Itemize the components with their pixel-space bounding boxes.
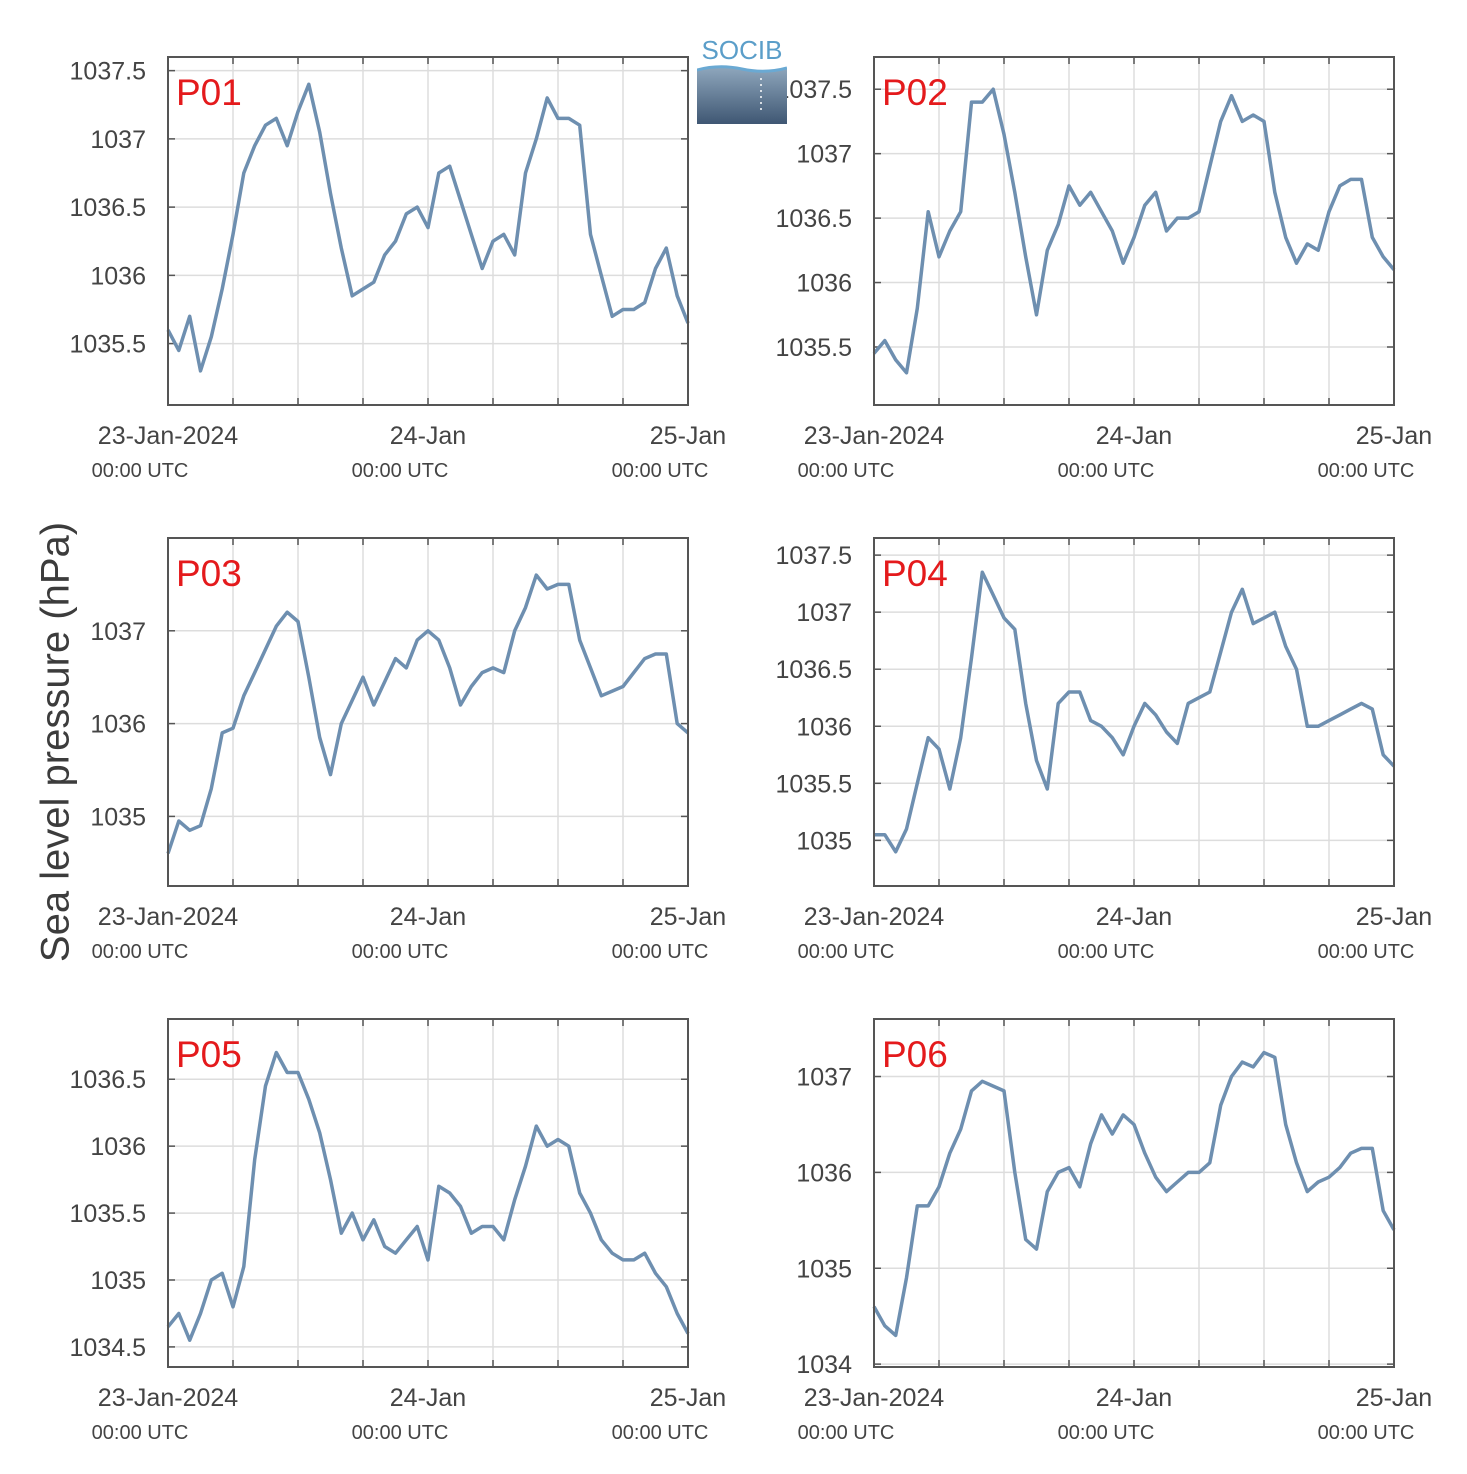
y-tick-label: 1037.5	[776, 542, 852, 570]
x-tick-sublabel: 00:00 UTC	[798, 460, 895, 482]
panel-label: P04	[882, 553, 948, 594]
x-tick-label: 24-Jan	[390, 422, 466, 450]
x-tick-sublabel: 00:00 UTC	[1318, 1422, 1415, 1444]
x-tick-sublabel: 00:00 UTC	[1318, 460, 1415, 482]
y-tick-label: 1037.5	[776, 76, 852, 104]
x-tick-label: 25-Jan	[1356, 1384, 1432, 1412]
axes-frame	[167, 537, 689, 887]
y-tick-label: 1037	[90, 126, 146, 154]
panel-p02: 1035.5 1036 1036.5 1037 1037.5 23-Jan-2024 00:…	[776, 56, 1432, 482]
y-tick-label: 1035	[796, 827, 852, 855]
panel-p06: 1034 1035 1036 1037 23-Jan-2024 00:00 UTC 24-J…	[796, 1018, 1432, 1444]
y-tick-label: 1034.5	[70, 1334, 146, 1362]
x-tick-sublabel: 00:00 UTC	[352, 1422, 449, 1444]
x-tick-label: 24-Jan	[390, 903, 466, 931]
series-line	[872, 87, 1396, 375]
panel-p05: 1034.5 1035 1035.5 1036 1036.5 23-Jan-2024 00:…	[70, 1018, 726, 1444]
x-tick-label: 24-Jan	[1096, 1384, 1172, 1412]
x-tick-sublabel: 00:00 UTC	[352, 460, 449, 482]
x-tick-label: 24-Jan	[1096, 422, 1172, 450]
x-tick-label: 23-Jan-2024	[804, 903, 944, 931]
y-axis-label-text: Sea level pressure (hPa)	[33, 521, 78, 963]
y-tick-label: 1036.5	[776, 205, 852, 233]
axes-frame	[873, 56, 1395, 406]
x-tick-label: 23-Jan-2024	[98, 903, 238, 931]
y-tick-label: 1037	[796, 599, 852, 627]
axes-frame	[873, 1018, 1395, 1368]
y-tick-label: 1036	[796, 1159, 852, 1187]
y-tick-label: 1036	[90, 711, 146, 739]
series-line	[166, 573, 690, 855]
y-tick-label: 1037	[796, 1064, 852, 1092]
y-tick-label: 1036	[90, 1133, 146, 1161]
panel-label: P01	[176, 72, 242, 113]
y-tick-label: 1035	[796, 1255, 852, 1283]
x-tick-label: 25-Jan	[650, 422, 726, 450]
y-tick-label: 1036	[796, 270, 852, 298]
x-tick-sublabel: 00:00 UTC	[92, 1422, 189, 1444]
y-tick-label: 1035.5	[70, 331, 146, 359]
y-tick-label: 1034	[796, 1351, 852, 1379]
x-tick-label: 24-Jan	[1096, 903, 1172, 931]
series-line	[166, 1050, 690, 1342]
panel-p03: 1035 1036 1037 23-Jan-2024 00:00 UTC 24-Jan 00…	[90, 537, 726, 963]
y-tick-label: 1036.5	[776, 656, 852, 684]
panel-p01: 1035.5 1036 1036.5 1037 1037.5 23-Jan-2024 00:…	[70, 56, 726, 482]
panel-label: P02	[882, 72, 948, 113]
series-line	[874, 570, 1396, 854]
y-tick-label: 1035.5	[776, 770, 852, 798]
x-tick-sublabel: 00:00 UTC	[612, 460, 709, 482]
socib-logo: SOCIB	[697, 36, 787, 124]
x-tick-sublabel: 00:00 UTC	[1058, 941, 1155, 963]
y-tick-label: 1035.5	[776, 334, 852, 362]
x-tick-label: 25-Jan	[650, 1384, 726, 1412]
logo-text: SOCIB	[701, 35, 783, 65]
x-tick-label: 23-Jan-2024	[98, 1384, 238, 1412]
y-tick-label: 1036.5	[70, 194, 146, 222]
axes-frame	[167, 56, 689, 406]
axes-frame	[167, 1018, 689, 1368]
x-tick-sublabel: 00:00 UTC	[1058, 460, 1155, 482]
series-line	[872, 1050, 1396, 1338]
y-tick-label: 1035	[90, 1267, 146, 1295]
x-tick-sublabel: 00:00 UTC	[1318, 941, 1415, 963]
panel-label: P03	[176, 553, 242, 594]
y-tick-label: 1035	[90, 803, 146, 831]
x-tick-label: 23-Jan-2024	[804, 422, 944, 450]
panel-label: P05	[176, 1034, 242, 1075]
panel-p04: 1035 1035.5 1036 1036.5 1037 1037.5 23-Jan-202…	[776, 537, 1432, 963]
x-tick-sublabel: 00:00 UTC	[612, 941, 709, 963]
logo-wave-icon	[697, 65, 787, 124]
y-tick-label: 1037	[796, 141, 852, 169]
x-tick-label: 24-Jan	[390, 1384, 466, 1412]
x-tick-sublabel: 00:00 UTC	[1058, 1422, 1155, 1444]
y-tick-label: 1036.5	[70, 1066, 146, 1094]
panel-label: P06	[882, 1034, 948, 1075]
x-tick-sublabel: 00:00 UTC	[612, 1422, 709, 1444]
series-line	[166, 82, 690, 373]
axes-frame	[873, 537, 1395, 887]
x-tick-label: 25-Jan	[650, 903, 726, 931]
x-tick-label: 25-Jan	[1356, 903, 1432, 931]
x-tick-label: 23-Jan-2024	[804, 1384, 944, 1412]
x-tick-label: 25-Jan	[1356, 422, 1432, 450]
y-tick-label: 1036	[796, 713, 852, 741]
x-tick-sublabel: 00:00 UTC	[798, 1422, 895, 1444]
y-tick-label: 1037	[90, 618, 146, 646]
y-tick-label: 1035.5	[70, 1200, 146, 1228]
x-tick-sublabel: 00:00 UTC	[92, 941, 189, 963]
x-tick-label: 23-Jan-2024	[98, 422, 238, 450]
y-tick-label: 1036	[90, 262, 146, 290]
x-tick-sublabel: 00:00 UTC	[352, 941, 449, 963]
x-tick-sublabel: 00:00 UTC	[798, 941, 895, 963]
y-tick-label: 1037.5	[70, 58, 146, 86]
x-tick-sublabel: 00:00 UTC	[92, 460, 189, 482]
